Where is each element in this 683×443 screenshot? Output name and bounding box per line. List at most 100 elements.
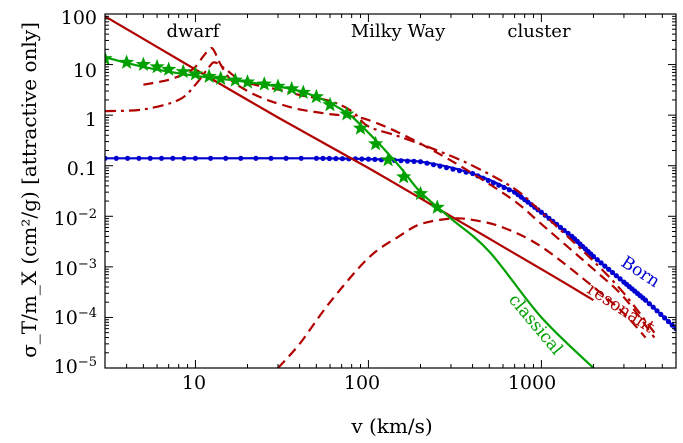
born-marker-44: [491, 180, 497, 186]
classical-star-12: [270, 78, 286, 93]
born-marker-19: [333, 156, 339, 162]
y-tick-label-100: 100: [61, 7, 97, 29]
born-marker-5: [158, 155, 165, 161]
classical-star-2: [135, 56, 151, 71]
born-marker-36: [443, 165, 450, 171]
born-marker-18: [326, 155, 332, 162]
plot-frame: [104, 13, 677, 369]
x-tick-label-100: 100: [344, 372, 380, 394]
born-marker-25: [372, 156, 378, 162]
born-marker-14: [283, 155, 289, 161]
born-marker-2: [125, 155, 131, 161]
born-marker-89: [646, 301, 652, 307]
born-marker-76: [606, 266, 612, 272]
born-marker-92: [658, 311, 664, 317]
born-marker-12: [253, 155, 259, 161]
series-resonant-dashed-peak: [143, 46, 656, 339]
born-marker-88: [642, 297, 649, 303]
x-tick-label-10: 10: [182, 372, 206, 394]
annotation-milky-way: Milky Way: [351, 21, 446, 42]
classical-star-17: [339, 106, 355, 121]
born-marker-45: [496, 182, 502, 188]
classical-star-6: [187, 66, 204, 81]
curves-layer: [105, 15, 676, 368]
born-marker-78: [613, 273, 619, 279]
born-marker-93: [662, 315, 668, 321]
born-marker-38: [456, 168, 463, 174]
y-tick-label-1e-4: 10−4: [54, 306, 97, 330]
classical-star-1: [119, 54, 135, 69]
born-marker-31: [411, 158, 417, 164]
born-marker-15: [298, 155, 304, 161]
classical-star-7: [201, 68, 217, 83]
classical-star-3: [149, 58, 165, 74]
born-marker-77: [609, 269, 616, 276]
born-marker-20: [339, 156, 345, 162]
label-born: Born: [617, 252, 663, 292]
born-marker-13: [268, 155, 274, 161]
born-marker-10: [223, 155, 229, 161]
born-marker-34: [430, 162, 437, 168]
born-marker-73: [594, 257, 600, 263]
born-marker-63: [565, 230, 571, 236]
series-classical-stars: [105, 50, 445, 214]
born-marker-61: [557, 224, 564, 230]
born-marker-94: [665, 318, 672, 325]
born-marker-37: [450, 166, 456, 172]
born-marker-9: [208, 155, 214, 161]
born-marker-72: [590, 253, 597, 260]
y-tick-label-1e-5: 10−5: [54, 355, 97, 379]
classical-star-21: [396, 168, 412, 184]
classical-star-19: [368, 135, 384, 151]
classical-star-4: [161, 61, 177, 76]
classical-star-5: [175, 63, 191, 79]
x-axis-label: v (km/s): [350, 414, 432, 438]
born-marker-24: [365, 156, 371, 162]
frame-layer: [104, 13, 677, 369]
born-marker-91: [654, 308, 660, 314]
born-marker-32: [417, 159, 424, 165]
born-marker-1: [113, 155, 119, 161]
y-tick-label-1: 1: [85, 109, 97, 131]
classical-star-10: [239, 74, 256, 89]
born-marker-79: [617, 276, 623, 282]
classical-star-0: [105, 50, 113, 66]
classical-star-22: [412, 185, 429, 201]
born-marker-90: [650, 304, 656, 310]
classical-star-23: [429, 199, 445, 214]
born-marker-43: [485, 177, 491, 184]
born-marker-3: [136, 155, 142, 161]
born-marker-23: [359, 156, 365, 162]
born-marker-33: [424, 160, 430, 166]
classical-star-8: [213, 70, 229, 85]
y-tick-label-0.1: 0.1: [67, 158, 97, 180]
classical-star-16: [322, 96, 338, 112]
born-marker-6: [170, 155, 176, 161]
born-marker-4: [147, 155, 153, 161]
born-marker-74: [598, 260, 604, 266]
born-marker-75: [602, 263, 608, 269]
classical-star-13: [284, 80, 300, 96]
series-resonant-dash-dot: [105, 61, 656, 334]
x-tick-label-1000: 1000: [508, 372, 556, 394]
annotation-dwarf: dwarf: [167, 21, 221, 42]
classical-star-15: [308, 88, 324, 104]
classical-star-18: [352, 120, 369, 135]
series-born-points: [105, 155, 676, 332]
label-classical: classical: [504, 290, 566, 359]
text-layer: 10 100 1000 100 10 1 0.1 10−2 10−3 10−4 …: [17, 7, 663, 438]
born-marker-7: [181, 155, 187, 161]
born-marker-30: [404, 158, 411, 164]
y-axis-label: σ_T/m_X (cm²/g) [attractive only]: [17, 22, 41, 358]
y-tick-label-10: 10: [73, 60, 97, 82]
y-tick-label-1e-3: 10−3: [54, 257, 97, 281]
classical-star-9: [227, 72, 243, 87]
classical-star-11: [256, 76, 272, 91]
born-marker-40: [470, 170, 476, 177]
born-marker-29: [398, 158, 404, 164]
born-marker-35: [437, 163, 443, 169]
classical-star-14: [295, 84, 311, 99]
born-marker-11: [238, 155, 244, 161]
